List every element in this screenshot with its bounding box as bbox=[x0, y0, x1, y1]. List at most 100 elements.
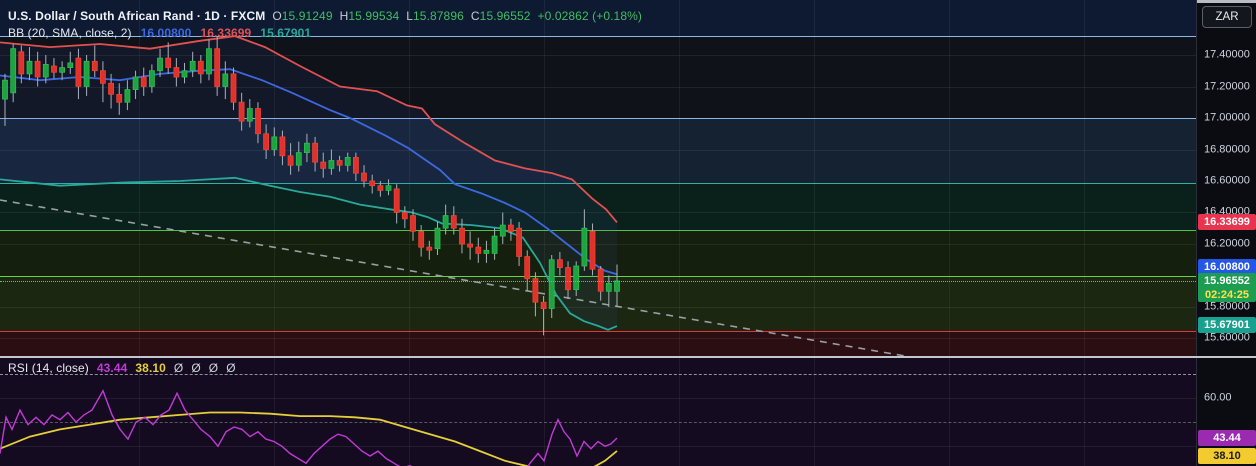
candle-body bbox=[450, 215, 457, 229]
candle-body bbox=[34, 60, 41, 78]
ohlc-key: H bbox=[339, 9, 349, 23]
candle-body bbox=[246, 108, 253, 122]
candle-body bbox=[140, 76, 147, 87]
symbol-title[interactable]: U.S. Dollar / South African Rand · 1D · … bbox=[8, 9, 266, 23]
axis-tick-label: 17.40000 bbox=[1204, 48, 1250, 61]
currency-toggle-button[interactable]: ZAR bbox=[1202, 6, 1252, 28]
candle-body bbox=[557, 259, 563, 269]
axis-price-badge: 16.33699 bbox=[1198, 214, 1256, 230]
candle-body bbox=[475, 246, 482, 254]
indicator-value: 16.00800 bbox=[140, 26, 192, 40]
candle-body bbox=[108, 82, 114, 95]
candle bbox=[467, 231, 474, 260]
candle bbox=[320, 152, 327, 178]
bb-legend[interactable]: BB (20, SMA, close, 2) 16.00800 16.33699 15… bbox=[8, 26, 311, 40]
indicator-value: 43.44 bbox=[96, 361, 128, 375]
price-axis[interactable]: ZAR 17.40000 17.20000 17.00000 16.80000 16.6… bbox=[1196, 0, 1256, 466]
axis-tick-label: 17.00000 bbox=[1204, 111, 1250, 124]
candle-body bbox=[18, 51, 25, 75]
bollinger-lower-band bbox=[0, 176, 618, 331]
candle bbox=[83, 55, 90, 96]
candle bbox=[206, 39, 212, 81]
gridline-horizontal bbox=[0, 398, 1196, 399]
candle-body bbox=[385, 185, 392, 191]
candle bbox=[132, 70, 139, 100]
gridline-vertical bbox=[274, 358, 275, 466]
candle-body bbox=[491, 235, 498, 254]
candle-body bbox=[148, 70, 155, 87]
candle-body bbox=[287, 155, 294, 166]
candle bbox=[140, 67, 147, 96]
candle bbox=[2, 73, 8, 126]
candle-body bbox=[295, 152, 302, 166]
bb-legend-label: BB (20, SMA, close, 2) bbox=[8, 26, 132, 40]
gridline-vertical bbox=[544, 0, 545, 357]
candle-body bbox=[336, 160, 343, 166]
candle-body bbox=[344, 156, 351, 166]
candle-body bbox=[516, 227, 522, 257]
pane-separator[interactable] bbox=[0, 356, 1256, 358]
candle-body bbox=[2, 79, 8, 100]
candle-body bbox=[377, 185, 384, 191]
candle-body bbox=[548, 259, 555, 309]
price-pane[interactable] bbox=[0, 0, 1196, 357]
candle-body bbox=[352, 156, 359, 174]
candle-body bbox=[581, 227, 588, 267]
gridline-horizontal bbox=[0, 55, 1196, 56]
symbol-legend[interactable]: U.S. Dollar / South African Rand · 1D · … bbox=[8, 9, 642, 23]
candle bbox=[328, 149, 335, 175]
candle bbox=[369, 174, 376, 194]
candle bbox=[336, 155, 343, 172]
candle bbox=[434, 221, 441, 255]
ohlc-key: C bbox=[470, 9, 480, 23]
gridline-horizontal bbox=[0, 338, 1196, 339]
candle-body bbox=[540, 301, 547, 309]
candle-body bbox=[426, 246, 433, 251]
candle bbox=[524, 250, 531, 292]
axis-tick-label: 17.20000 bbox=[1204, 80, 1250, 93]
candle bbox=[303, 133, 310, 163]
indicator-value: 15.67901 bbox=[260, 26, 312, 40]
candle bbox=[475, 237, 482, 263]
indicator-value: 38.10 bbox=[135, 361, 166, 375]
axis-tick-label: 16.80000 bbox=[1204, 143, 1250, 156]
candle bbox=[165, 42, 172, 74]
candle-body bbox=[320, 161, 327, 169]
rsi-legend[interactable]: RSI (14, close) 43.44 38.10 Ø Ø Ø Ø bbox=[8, 361, 236, 375]
candle-body bbox=[524, 256, 531, 280]
gridline-vertical bbox=[679, 0, 680, 357]
gridline-vertical bbox=[949, 358, 950, 466]
gridline-vertical bbox=[139, 358, 140, 466]
gridline-vertical bbox=[544, 358, 545, 466]
ohlc-key: O bbox=[272, 9, 282, 23]
candle bbox=[499, 212, 506, 244]
bollinger-basis-line bbox=[0, 68, 618, 276]
candle bbox=[565, 261, 571, 300]
candle-body bbox=[312, 142, 319, 163]
gridline-horizontal bbox=[0, 244, 1196, 245]
candle-body bbox=[573, 265, 580, 291]
price-zone bbox=[0, 331, 1196, 357]
candle-body bbox=[483, 249, 490, 254]
candle bbox=[589, 223, 596, 276]
rsi-pane[interactable]: RSI (14, close) 43.44 38.10 Ø Ø Ø Ø bbox=[0, 358, 1196, 466]
candle-body bbox=[83, 60, 90, 87]
candle bbox=[75, 48, 82, 100]
ohlc-key: L bbox=[406, 9, 414, 23]
gridline-vertical bbox=[1084, 358, 1085, 466]
candle-body bbox=[614, 280, 620, 292]
candle bbox=[483, 240, 490, 263]
candle bbox=[385, 179, 392, 196]
axis-price-badge: 38.10 bbox=[1198, 448, 1256, 464]
rsi-line bbox=[0, 389, 618, 466]
axis-price-badge: 15.96552 02:24:25 bbox=[1198, 273, 1256, 302]
candle-body bbox=[442, 215, 449, 229]
candle-body bbox=[361, 172, 367, 182]
candle bbox=[51, 58, 57, 79]
candle bbox=[173, 58, 180, 87]
candlestick-chart[interactable] bbox=[0, 0, 1196, 357]
rsi-chart[interactable] bbox=[0, 358, 1196, 466]
candle bbox=[181, 62, 188, 84]
candle bbox=[189, 51, 196, 77]
candle-body bbox=[303, 142, 310, 153]
